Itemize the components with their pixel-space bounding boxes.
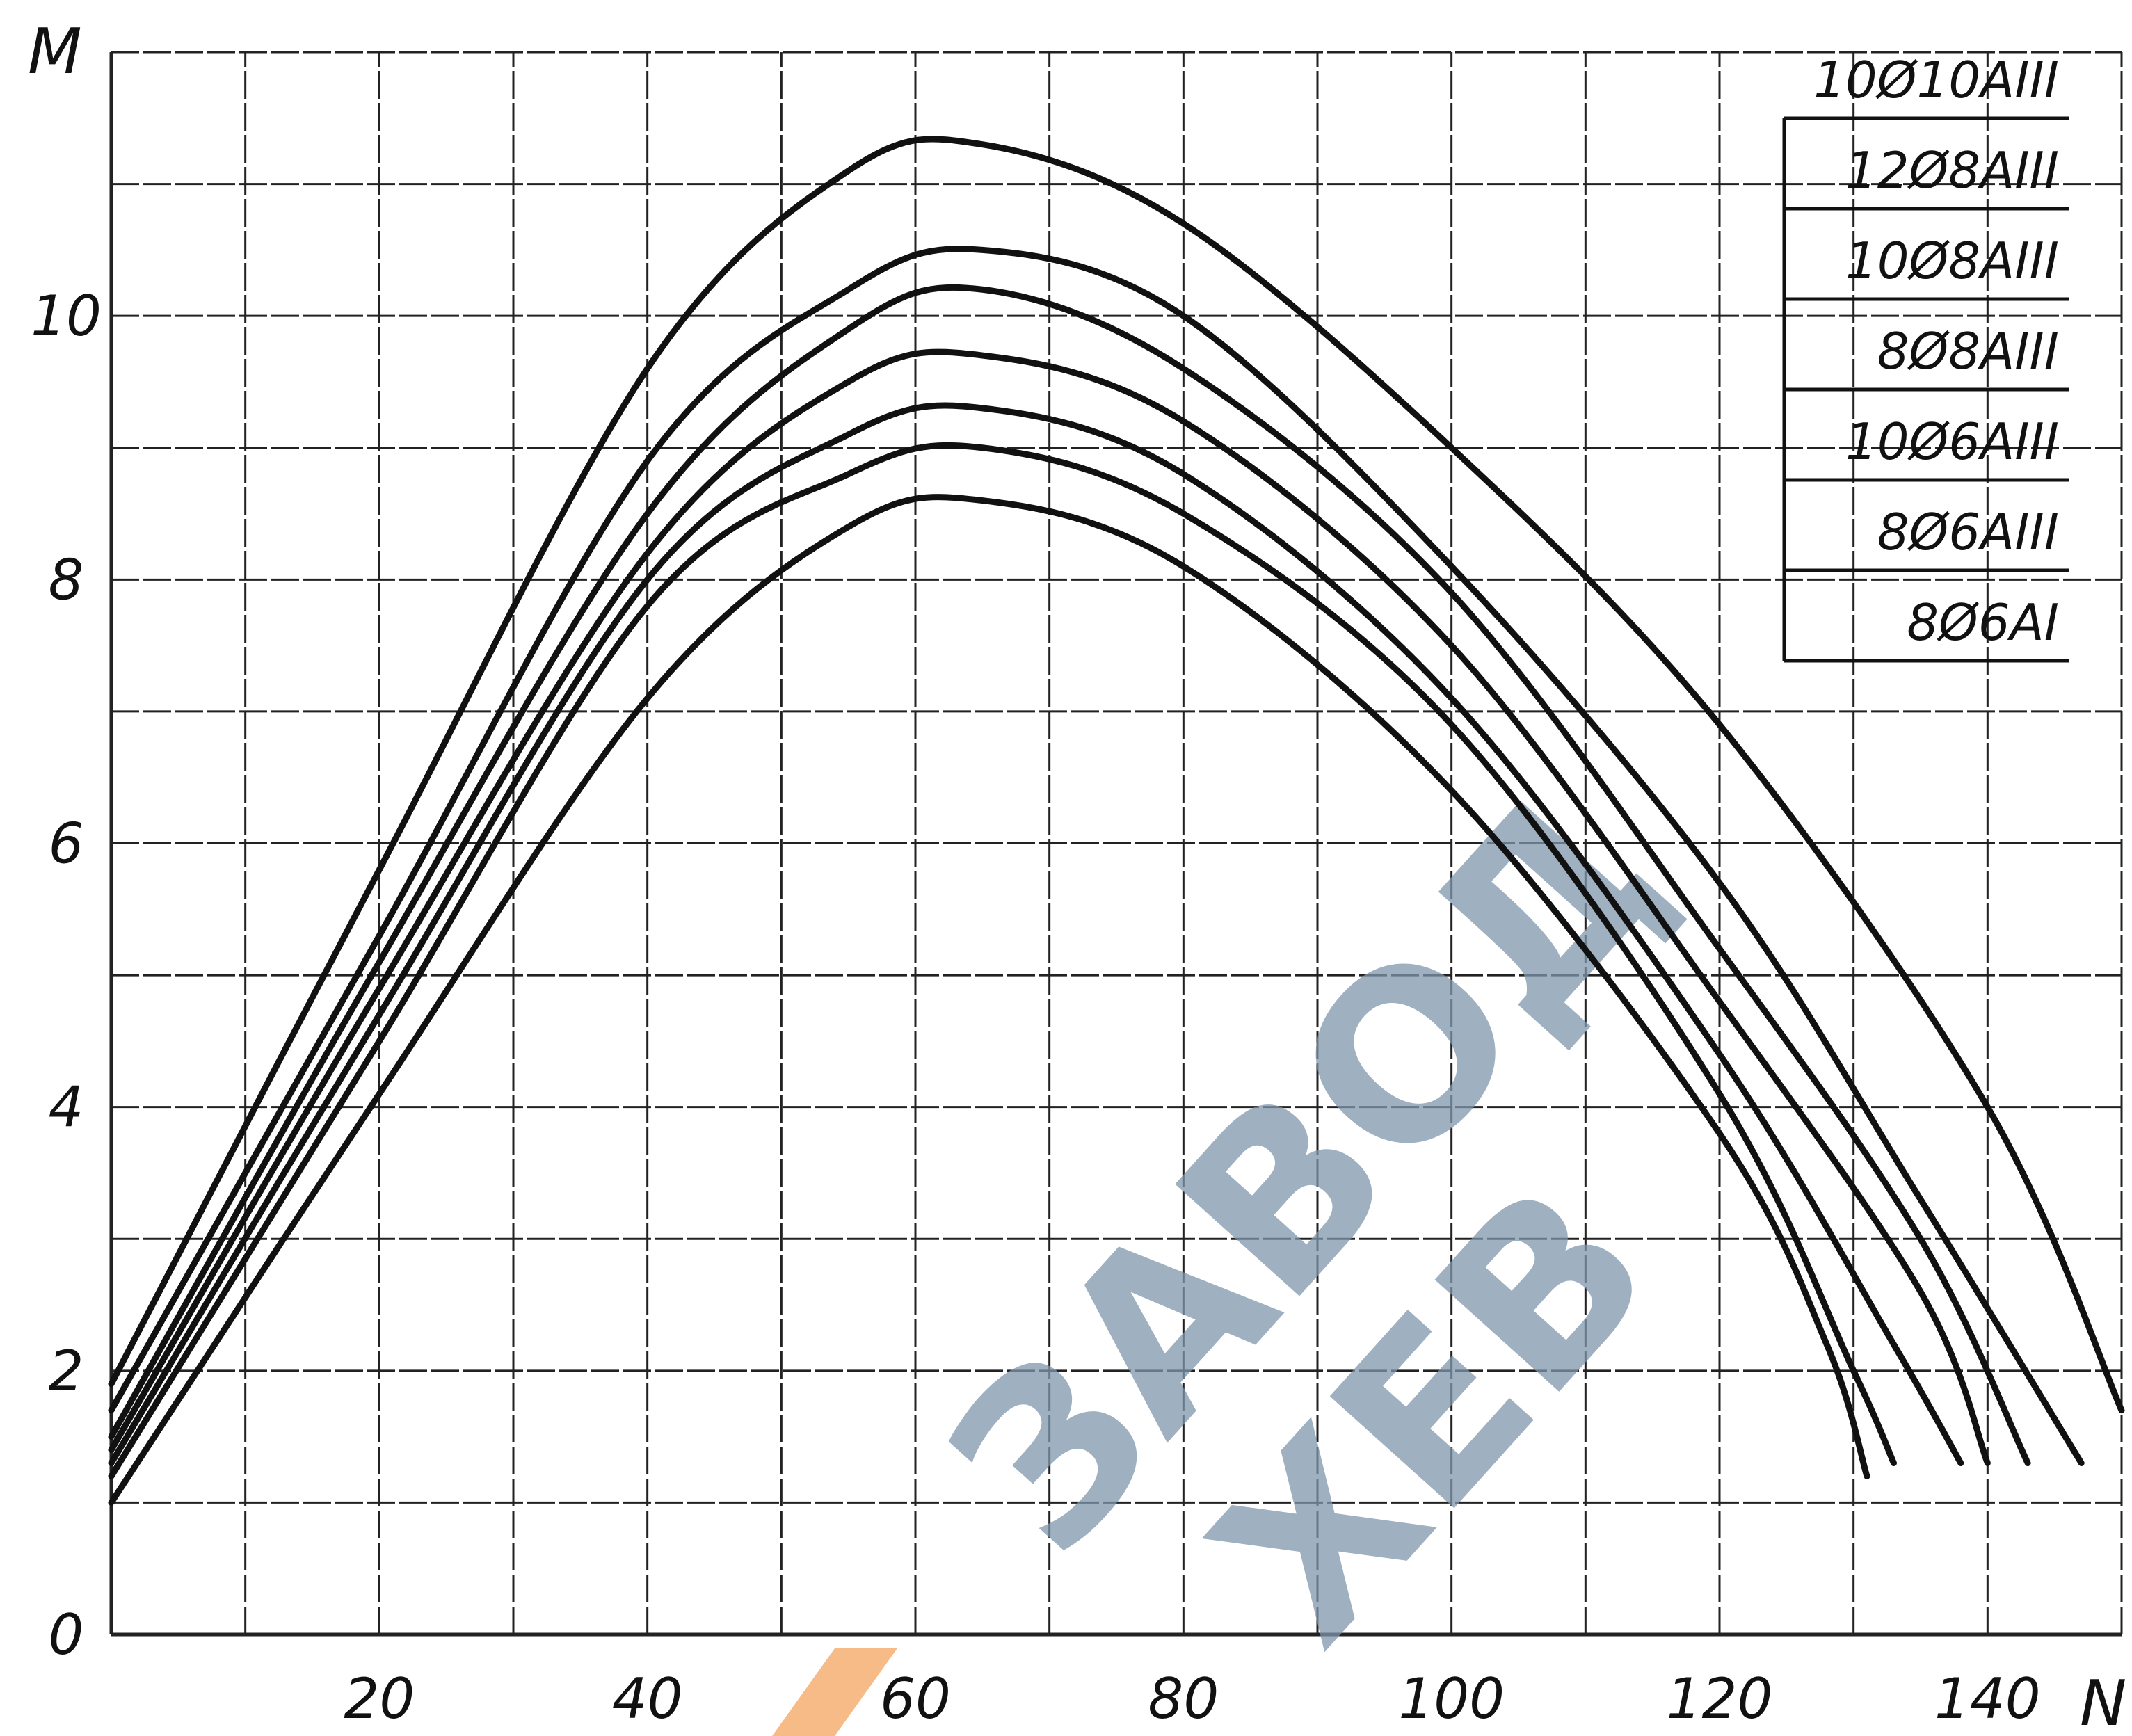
legend-entry-label: 10Ø6AIII bbox=[1845, 412, 2059, 471]
y-tick-label: 6 bbox=[49, 812, 84, 876]
y-axis-label: M bbox=[28, 15, 82, 88]
y-tick-label: 8 bbox=[49, 547, 84, 612]
legend-entry-label: 8Ø8AIII bbox=[1877, 322, 2059, 380]
y-tick-label: 10 bbox=[31, 284, 102, 348]
series-line bbox=[108, 442, 1897, 1479]
legend-entry-label: 10Ø8AIII bbox=[1845, 232, 2059, 290]
x-tick-label: 40 bbox=[612, 1666, 683, 1731]
x-tick-label: 80 bbox=[1148, 1666, 1219, 1731]
y-tick-label: 2 bbox=[49, 1339, 84, 1404]
series-line bbox=[108, 494, 1870, 1506]
legend-entry-label: 8Ø6AI bbox=[1907, 593, 2059, 652]
x-tick-label: 120 bbox=[1667, 1666, 1773, 1731]
series-line bbox=[108, 136, 2125, 1414]
series-line bbox=[108, 402, 1964, 1467]
y-tick-label: 0 bbox=[49, 1602, 84, 1667]
legend: 10Ø10AIII 12Ø8AIII 10Ø8AIII 8Ø8AIII 10Ø6AIII… bbox=[1782, 51, 2069, 663]
x-tick-labels: 20 40 60 80 100 120 140 bbox=[344, 1666, 2040, 1731]
grid bbox=[109, 51, 2123, 1637]
x-tick-label: 20 bbox=[344, 1666, 415, 1731]
series-line bbox=[108, 284, 2031, 1467]
legend-entry-label: 12Ø8AIII bbox=[1845, 141, 2059, 200]
x-tick-label: 100 bbox=[1398, 1666, 1505, 1731]
y-tick-labels: 0 2 4 6 8 10 bbox=[31, 284, 102, 1667]
legend-entry-label: 10Ø10AIII bbox=[1813, 51, 2059, 109]
x-tick-label: 140 bbox=[1934, 1666, 2041, 1731]
curves bbox=[108, 136, 2125, 1506]
y-tick-label: 4 bbox=[49, 1075, 84, 1140]
watermark-orange-shape bbox=[772, 1648, 897, 1736]
axes: M N bbox=[28, 15, 2126, 1736]
legend-entry-label: 8Ø6AIII bbox=[1877, 503, 2059, 561]
x-axis-label: N bbox=[2080, 1667, 2126, 1736]
series-line bbox=[108, 348, 1991, 1467]
series-line bbox=[108, 246, 2085, 1467]
x-tick-label: 60 bbox=[880, 1666, 951, 1731]
